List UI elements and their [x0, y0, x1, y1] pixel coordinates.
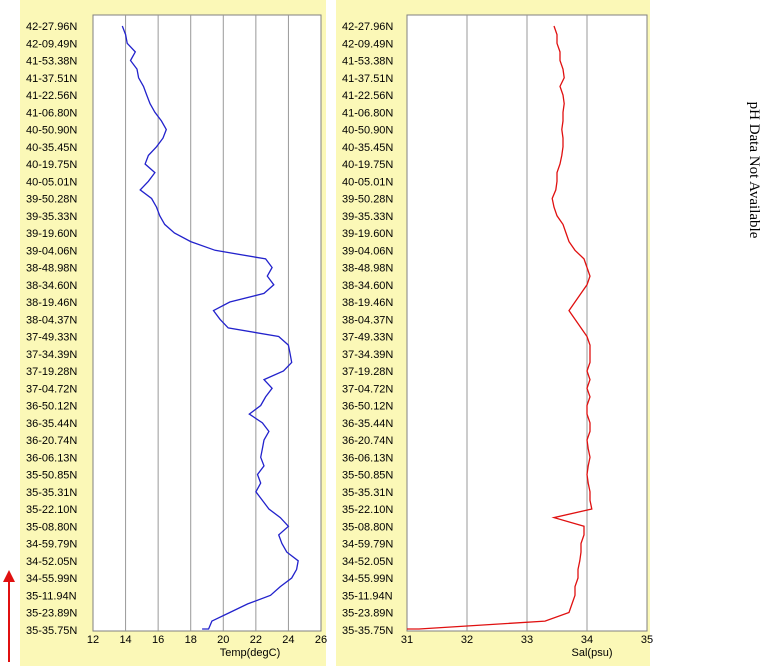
temp-latitude-label: 36-20.74N — [26, 435, 77, 447]
temp-x-tick-label: 22 — [250, 634, 262, 646]
temp-x-tick-label: 14 — [119, 634, 131, 646]
sal-latitude-label: 34-55.99N — [342, 573, 393, 585]
temp-x-tick-labels: 12 14 16 18 20 22 24 26 — [87, 634, 327, 646]
temp-plot-area — [92, 14, 322, 632]
temp-latitude-label: 41-06.80N — [26, 107, 77, 119]
sal-latitude-label: 41-22.56N — [342, 90, 393, 102]
temp-x-tick-label: 20 — [217, 634, 229, 646]
sal-latitude-label: 41-53.38N — [342, 56, 393, 68]
temp-latitude-label: 37-04.72N — [26, 383, 77, 395]
sal-latitude-label: 39-50.28N — [342, 194, 393, 206]
direction-arrow-icon — [3, 570, 15, 662]
temp-latitude-label: 39-19.60N — [26, 228, 77, 240]
temp-latitude-label: 40-19.75N — [26, 159, 77, 171]
sal-latitude-label: 40-35.45N — [342, 142, 393, 154]
sal-latitude-label: 42-27.96N — [342, 21, 393, 33]
temp-latitude-label: 40-50.90N — [26, 125, 77, 137]
temp-latitude-label: 34-59.79N — [26, 539, 77, 551]
temp-latitude-label: 35-11.94N — [26, 590, 77, 602]
sal-latitude-label: 40-19.75N — [342, 159, 393, 171]
sal-latitude-label: 38-48.98N — [342, 263, 393, 275]
sal-latitude-label: 40-05.01N — [342, 176, 393, 188]
sal-latitude-label: 38-04.37N — [342, 314, 393, 326]
temp-latitude-label: 38-19.46N — [26, 297, 77, 309]
sal-latitude-label: 42-09.49N — [342, 38, 393, 50]
temp-x-axis-label: Temp(degC) — [220, 647, 281, 659]
sal-latitude-label: 35-11.94N — [342, 590, 393, 602]
sal-latitude-label: 39-35.33N — [342, 211, 393, 223]
temp-x-tick-label: 16 — [152, 634, 164, 646]
sal-latitude-label: 36-35.44N — [342, 418, 393, 430]
sal-latitude-label: 41-06.80N — [342, 107, 393, 119]
sal-latitude-label: 35-35.31N — [342, 487, 393, 499]
temp-latitude-label: 35-50.85N — [26, 470, 77, 482]
sal-latitude-label: 37-34.39N — [342, 349, 393, 361]
sal-latitude-label: 36-06.13N — [342, 452, 393, 464]
sal-gridlines — [466, 15, 588, 631]
temp-latitude-label: 34-55.99N — [26, 573, 77, 585]
temp-latitude-label: 37-19.28N — [26, 366, 77, 378]
temp-latitude-label: 34-52.05N — [26, 556, 77, 568]
sal-latitude-label: 35-08.80N — [342, 521, 393, 533]
sal-latitude-label: 36-20.74N — [342, 435, 393, 447]
sal-x-tick-label: 35 — [641, 634, 653, 646]
temp-latitude-label: 39-50.28N — [26, 194, 77, 206]
temp-latitude-label: 36-35.44N — [26, 418, 77, 430]
sal-latitude-label: 39-04.06N — [342, 245, 393, 257]
sal-x-tick-label: 32 — [461, 634, 473, 646]
sal-latitude-labels: 42-27.96N 42-09.49N 41-53.38N 41-37.51N 41-2… — [342, 21, 393, 637]
sal-latitude-label: 34-59.79N — [342, 539, 393, 551]
sal-latitude-label: 41-37.51N — [342, 73, 393, 85]
sal-x-tick-label: 31 — [401, 634, 413, 646]
ph-unavailable-note: pH Data Not Available — [746, 102, 762, 239]
sal-latitude-label: 34-52.05N — [342, 556, 393, 568]
temp-latitude-label: 35-35.75N — [26, 625, 77, 637]
temp-latitude-label: 42-27.96N — [26, 21, 77, 33]
sal-latitude-label: 35-22.10N — [342, 504, 393, 516]
temp-latitude-label: 41-37.51N — [26, 73, 77, 85]
temp-latitude-label: 40-35.45N — [26, 142, 77, 154]
sal-latitude-label: 35-50.85N — [342, 470, 393, 482]
temp-latitude-label: 38-48.98N — [26, 263, 77, 275]
temp-latitude-labels: 42-27.96N 42-09.49N 41-53.38N 41-37.51N 41-2… — [26, 21, 77, 637]
temp-x-tick-label: 24 — [282, 634, 294, 646]
temp-latitude-label: 38-04.37N — [26, 314, 77, 326]
sal-latitude-label: 37-04.72N — [342, 383, 393, 395]
sal-x-tick-label: 33 — [521, 634, 533, 646]
sal-latitude-label: 35-23.89N — [342, 608, 393, 620]
temp-latitude-label: 42-09.49N — [26, 38, 77, 50]
temp-latitude-label: 36-50.12N — [26, 401, 77, 413]
sal-x-tick-labels: 31 32 33 34 35 — [401, 634, 653, 646]
sal-latitude-label: 40-50.90N — [342, 125, 393, 137]
sal-latitude-label: 38-19.46N — [342, 297, 393, 309]
temp-latitude-label: 35-23.89N — [26, 608, 77, 620]
temp-latitude-label: 35-08.80N — [26, 521, 77, 533]
temp-latitude-label: 39-35.33N — [26, 211, 77, 223]
temp-latitude-label: 41-22.56N — [26, 90, 77, 102]
temp-latitude-label: 40-05.01N — [26, 176, 77, 188]
temp-latitude-label: 41-53.38N — [26, 56, 77, 68]
temp-latitude-label: 37-34.39N — [26, 349, 77, 361]
sal-latitude-label: 38-34.60N — [342, 280, 393, 292]
temp-latitude-label: 35-22.10N — [26, 504, 77, 516]
sal-x-tick-label: 34 — [581, 634, 593, 646]
temp-series-line — [121, 25, 299, 630]
temp-x-tick-label: 18 — [185, 634, 197, 646]
sal-latitude-label: 36-50.12N — [342, 401, 393, 413]
temp-latitude-label: 35-35.31N — [26, 487, 77, 499]
temp-x-tick-label: 12 — [87, 634, 99, 646]
sal-latitude-label: 35-35.75N — [342, 625, 393, 637]
sal-latitude-label: 37-19.28N — [342, 366, 393, 378]
sal-latitude-label: 39-19.60N — [342, 228, 393, 240]
temp-x-tick-label: 26 — [315, 634, 327, 646]
sal-series-line — [407, 25, 593, 630]
temp-latitude-label: 37-49.33N — [26, 332, 77, 344]
sal-latitude-label: 37-49.33N — [342, 332, 393, 344]
temp-latitude-label: 39-04.06N — [26, 245, 77, 257]
sal-x-axis-label: Sal(psu) — [572, 647, 613, 659]
temp-latitude-label: 36-06.13N — [26, 452, 77, 464]
temp-latitude-label: 38-34.60N — [26, 280, 77, 292]
